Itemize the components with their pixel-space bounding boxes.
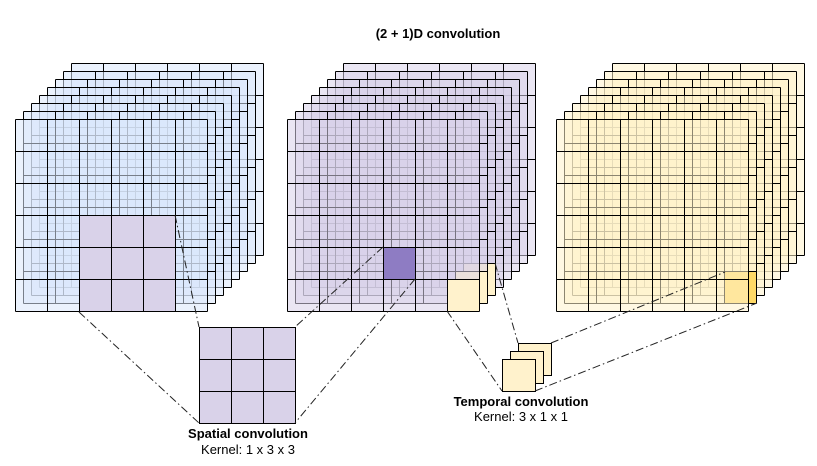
receptive-field-cell [79, 279, 112, 312]
spatial-convolution-label: Spatial convolution [188, 426, 308, 441]
receptive-field-cell [111, 215, 144, 248]
temporal-convolution-label: Temporal convolution [453, 394, 589, 409]
frame-layer [556, 119, 749, 312]
receptive-field-cell [79, 247, 112, 280]
temporal-kernel-label: Kernel: 3 x 1 x 1 [474, 409, 568, 424]
receptive-field-cell [143, 279, 176, 312]
frame-layer [15, 119, 208, 312]
spatial-output-cell [383, 247, 416, 280]
kernel-cell [263, 359, 296, 392]
kernel-cell [231, 327, 264, 360]
receptive-field-cell [143, 215, 176, 248]
kernel-cell [231, 391, 264, 424]
receptive-field-cell [111, 279, 144, 312]
kernel-cell [199, 359, 232, 392]
kernel-cell [263, 391, 296, 424]
projection-line [550, 271, 726, 344]
spatial-kernel-label: Kernel: 1 x 3 x 3 [201, 442, 295, 457]
kernel-cell [199, 327, 232, 360]
projection-line [294, 278, 416, 424]
intermediate-volume [287, 63, 536, 312]
output-volume [556, 63, 805, 312]
frame-layer [287, 119, 480, 312]
projection-line [534, 302, 758, 392]
projection-line [494, 262, 519, 344]
receptive-field-cell [143, 247, 176, 280]
spatial-kernel [199, 327, 296, 424]
receptive-field-cell [111, 247, 144, 280]
kernel-cell [263, 327, 296, 360]
projection-line [78, 311, 200, 424]
temporal-receptive-cell [447, 279, 480, 312]
temporal-kernel [502, 343, 552, 392]
projection-line [294, 246, 384, 328]
kernel-cell [502, 359, 536, 392]
projection-line [446, 310, 503, 392]
kernel-cell [199, 391, 232, 424]
kernel-cell [231, 359, 264, 392]
diagram-title: (2 + 1)D convolution [375, 26, 501, 41]
projection-line [174, 214, 200, 328]
receptive-field-cell [79, 215, 112, 248]
input-volume [15, 63, 264, 312]
